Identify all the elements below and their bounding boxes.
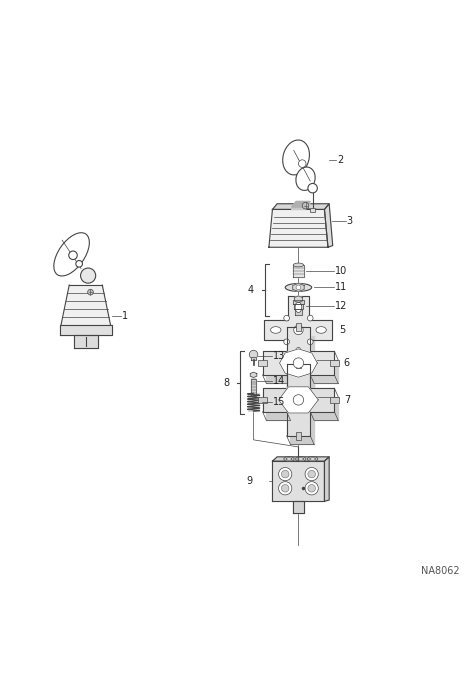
Polygon shape <box>293 265 304 277</box>
Circle shape <box>81 268 96 283</box>
Circle shape <box>249 350 258 359</box>
Text: 4: 4 <box>247 285 254 295</box>
Circle shape <box>308 184 318 193</box>
Polygon shape <box>264 296 332 364</box>
Text: 12: 12 <box>335 301 347 311</box>
Circle shape <box>299 160 306 168</box>
Polygon shape <box>324 204 333 247</box>
Ellipse shape <box>284 457 294 462</box>
Polygon shape <box>273 204 329 209</box>
Text: 9: 9 <box>246 476 253 486</box>
Circle shape <box>76 261 82 267</box>
Polygon shape <box>293 501 304 513</box>
Polygon shape <box>266 335 338 407</box>
Circle shape <box>279 468 292 481</box>
Circle shape <box>88 289 93 295</box>
Polygon shape <box>330 397 338 403</box>
Polygon shape <box>273 457 329 461</box>
Text: 10: 10 <box>335 266 347 276</box>
Polygon shape <box>67 293 104 301</box>
Circle shape <box>305 482 318 495</box>
Circle shape <box>293 358 304 368</box>
Polygon shape <box>292 202 310 207</box>
Polygon shape <box>258 397 267 403</box>
Ellipse shape <box>298 458 304 460</box>
Polygon shape <box>273 461 324 501</box>
Circle shape <box>308 471 316 478</box>
Circle shape <box>308 315 313 321</box>
Ellipse shape <box>283 140 310 175</box>
Text: 1: 1 <box>122 310 128 321</box>
Polygon shape <box>258 360 267 366</box>
Text: 14: 14 <box>273 376 286 385</box>
Ellipse shape <box>54 233 90 276</box>
Circle shape <box>296 285 301 290</box>
Polygon shape <box>324 457 329 501</box>
Ellipse shape <box>295 347 302 358</box>
Polygon shape <box>330 360 338 366</box>
Polygon shape <box>263 327 334 399</box>
Polygon shape <box>251 358 256 360</box>
Polygon shape <box>74 335 98 348</box>
Text: 2: 2 <box>337 155 344 165</box>
Text: 13: 13 <box>273 351 286 361</box>
Polygon shape <box>293 283 304 291</box>
Polygon shape <box>280 349 318 377</box>
Text: 6: 6 <box>344 358 350 368</box>
Polygon shape <box>296 360 301 368</box>
Text: NA8062: NA8062 <box>420 565 459 576</box>
Ellipse shape <box>296 167 315 191</box>
Text: 7: 7 <box>344 395 350 405</box>
Polygon shape <box>295 309 302 315</box>
Ellipse shape <box>310 458 316 460</box>
Polygon shape <box>279 387 318 413</box>
Polygon shape <box>293 300 304 304</box>
Text: 11: 11 <box>335 283 347 292</box>
Polygon shape <box>296 432 301 440</box>
Ellipse shape <box>286 458 292 460</box>
Polygon shape <box>294 304 303 308</box>
Ellipse shape <box>316 326 326 333</box>
Circle shape <box>284 339 290 344</box>
Circle shape <box>308 339 313 344</box>
Circle shape <box>282 471 289 478</box>
Circle shape <box>279 482 292 495</box>
Polygon shape <box>269 209 328 247</box>
Circle shape <box>282 484 289 492</box>
Polygon shape <box>250 372 257 378</box>
Circle shape <box>308 484 316 492</box>
Circle shape <box>69 251 77 260</box>
Polygon shape <box>266 373 338 444</box>
Text: 3: 3 <box>346 216 353 226</box>
Polygon shape <box>69 285 102 293</box>
Polygon shape <box>296 395 301 403</box>
Circle shape <box>284 315 290 321</box>
Ellipse shape <box>308 457 318 462</box>
Polygon shape <box>292 204 310 209</box>
Ellipse shape <box>271 326 281 333</box>
Circle shape <box>293 395 304 405</box>
Polygon shape <box>66 301 106 309</box>
Polygon shape <box>296 323 301 331</box>
Ellipse shape <box>295 302 302 313</box>
Ellipse shape <box>293 263 304 267</box>
Polygon shape <box>251 378 256 396</box>
FancyBboxPatch shape <box>310 208 315 212</box>
Polygon shape <box>263 364 334 436</box>
Circle shape <box>294 325 303 335</box>
Ellipse shape <box>285 283 312 291</box>
Polygon shape <box>60 325 112 335</box>
Circle shape <box>302 202 309 209</box>
Polygon shape <box>62 317 109 325</box>
Text: 15: 15 <box>273 397 286 407</box>
Ellipse shape <box>296 457 306 462</box>
Text: 5: 5 <box>339 325 346 335</box>
Text: 8: 8 <box>224 378 230 387</box>
Circle shape <box>305 468 318 481</box>
Polygon shape <box>64 309 108 317</box>
Polygon shape <box>294 296 302 303</box>
